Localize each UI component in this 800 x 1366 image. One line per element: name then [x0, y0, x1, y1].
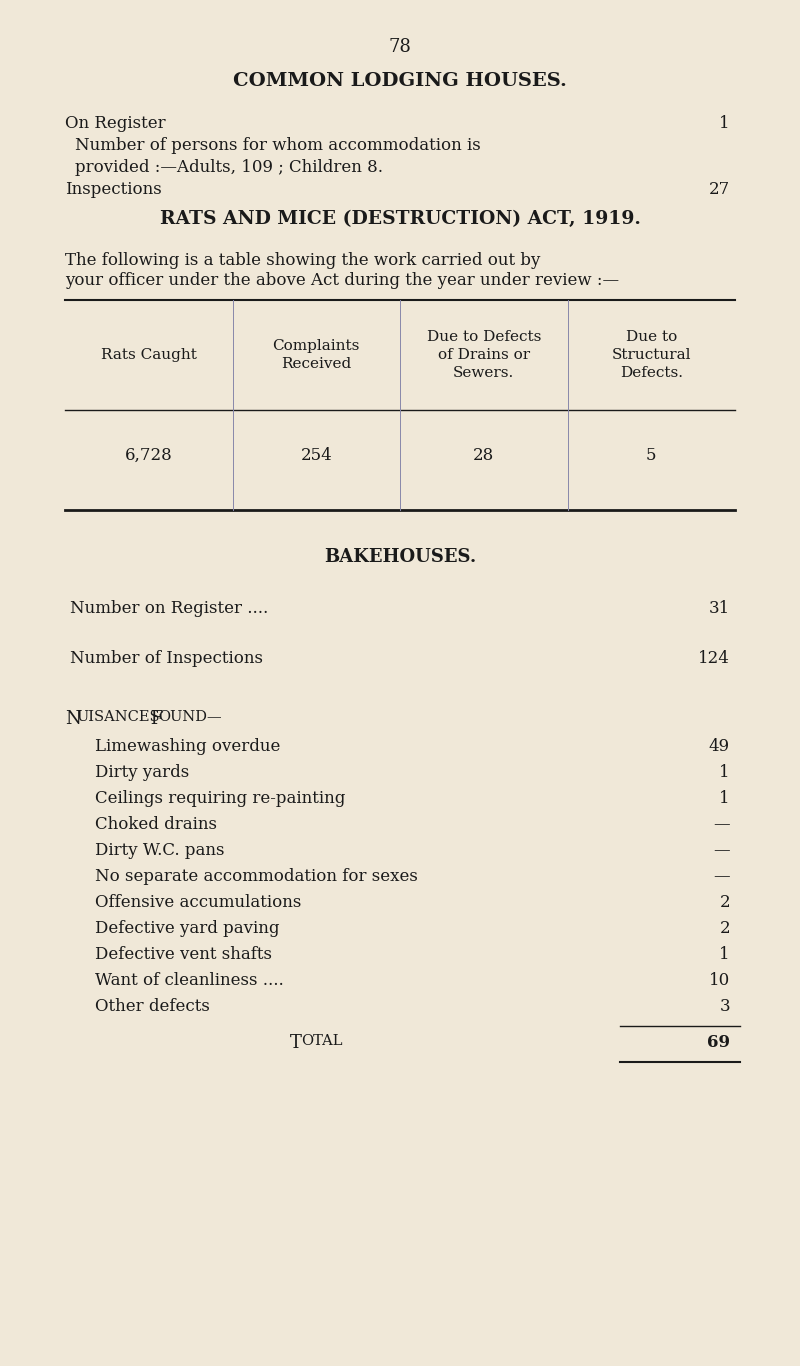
Text: Due to
Structural
Defects.: Due to Structural Defects. [611, 329, 691, 380]
Text: 28: 28 [473, 447, 494, 463]
Text: 31: 31 [709, 600, 730, 617]
Text: Limewashing overdue: Limewashing overdue [95, 738, 280, 755]
Text: UISANCES: UISANCES [76, 710, 160, 724]
Text: 6,728: 6,728 [125, 447, 173, 463]
Text: 1: 1 [719, 115, 730, 133]
Text: 78: 78 [389, 38, 411, 56]
Text: 254: 254 [300, 447, 332, 463]
Text: COMMON LODGING HOUSES.: COMMON LODGING HOUSES. [233, 72, 567, 90]
Text: 69: 69 [707, 1034, 730, 1050]
Text: OUND—: OUND— [158, 710, 222, 724]
Text: The following is a table showing the work carried out by: The following is a table showing the wor… [65, 251, 540, 269]
Text: Want of cleanliness ....: Want of cleanliness .... [95, 973, 284, 989]
Text: Due to Defects
of Drains or
Sewers.: Due to Defects of Drains or Sewers. [426, 329, 541, 380]
Text: —: — [714, 816, 730, 833]
Text: N: N [65, 710, 81, 728]
Text: 1: 1 [719, 764, 730, 781]
Text: 1: 1 [719, 947, 730, 963]
Text: Inspections: Inspections [65, 182, 162, 198]
Text: 124: 124 [698, 650, 730, 667]
Text: 3: 3 [719, 999, 730, 1015]
Text: Number of persons for whom accommodation is: Number of persons for whom accommodation… [75, 137, 481, 154]
Text: —: — [714, 867, 730, 885]
Text: RATS AND MICE (DESTRUCTION) ACT, 1919.: RATS AND MICE (DESTRUCTION) ACT, 1919. [159, 210, 641, 228]
Text: provided :—Adults, 109 ; Children 8.: provided :—Adults, 109 ; Children 8. [75, 158, 383, 176]
Text: On Register: On Register [65, 115, 166, 133]
Text: Defective vent shafts: Defective vent shafts [95, 947, 272, 963]
Text: Ceilings requiring re-painting: Ceilings requiring re-painting [95, 790, 346, 807]
Text: 49: 49 [709, 738, 730, 755]
Text: Number on Register ....: Number on Register .... [70, 600, 268, 617]
Text: Number of Inspections: Number of Inspections [70, 650, 263, 667]
Text: Rats Caught: Rats Caught [101, 348, 197, 362]
Text: 2: 2 [719, 893, 730, 911]
Text: your officer under the above Act during the year under review :—: your officer under the above Act during … [65, 272, 619, 290]
Text: Other defects: Other defects [95, 999, 210, 1015]
Text: 10: 10 [709, 973, 730, 989]
Text: 2: 2 [719, 919, 730, 937]
Text: —: — [714, 841, 730, 859]
Text: Choked drains: Choked drains [95, 816, 217, 833]
Text: No separate accommodation for sexes: No separate accommodation for sexes [95, 867, 418, 885]
Text: Offensive accumulations: Offensive accumulations [95, 893, 302, 911]
Text: 1: 1 [719, 790, 730, 807]
Text: T: T [290, 1034, 302, 1052]
Text: Dirty yards: Dirty yards [95, 764, 190, 781]
Text: 27: 27 [709, 182, 730, 198]
Text: F: F [145, 710, 163, 728]
Text: Complaints
Received: Complaints Received [273, 339, 360, 372]
Text: Dirty W.C. pans: Dirty W.C. pans [95, 841, 225, 859]
Text: BAKEHOUSES.: BAKEHOUSES. [324, 548, 476, 566]
Text: Defective yard paving: Defective yard paving [95, 919, 279, 937]
Text: OTAL: OTAL [301, 1034, 342, 1048]
Text: 5: 5 [646, 447, 657, 463]
